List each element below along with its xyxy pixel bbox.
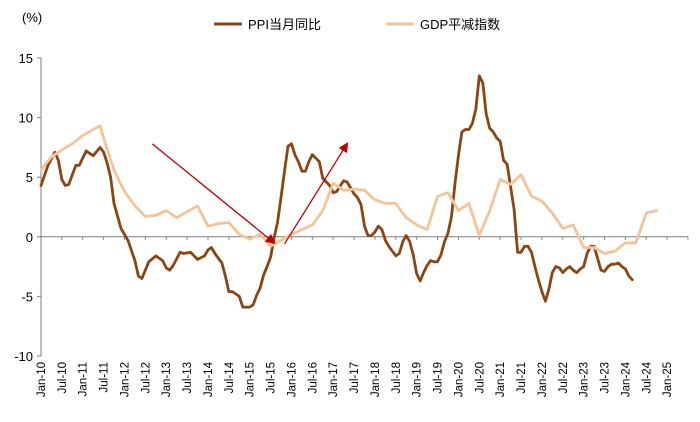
x-tick-label: Jan-15 [245,362,257,397]
x-tick-label: Jan-14 [203,361,215,397]
x-tick-label: Jul-11 [99,362,111,392]
legend-label-gdp: GDP平减指数 [420,17,500,32]
x-tick-label: Jan-16 [286,362,298,397]
x-tick-label: Jul-16 [307,362,319,393]
x-tick-label: Jul-20 [474,362,486,393]
legend: PPI当月同比 GDP平减指数 [214,17,500,32]
x-tick-label: Jul-17 [349,362,361,393]
x-tick-label: Jan-21 [495,362,507,397]
x-tick-label: Jul-24 [641,361,653,393]
x-tick-label: Jul-19 [433,362,445,393]
x-tick-label: Jan-11 [78,362,90,396]
x-tick-label: Jan-22 [537,362,549,397]
trend-arrow-down [151,143,276,245]
x-tick-label: Jul-23 [600,362,612,393]
x-tick-label: Jan-17 [328,362,340,397]
gdp-deflator-line [39,124,659,255]
x-tick-label: Jul-14 [224,361,236,393]
x-tick-label: Jul-18 [391,362,403,393]
y-tick-label: -10 [14,349,33,364]
x-tick-label: Jul-22 [558,362,570,393]
x-tick-label: Jul-10 [57,362,69,393]
x-tick-label: Jan-13 [161,362,173,397]
annotation-layer [151,142,349,245]
y-axis: -10 -5 0 5 10 15 [14,51,42,364]
y-tick-label: 5 [26,170,33,185]
y-tick-label: 10 [19,111,33,126]
x-tick-label: Jan-23 [579,362,591,397]
legend-label-ppi: PPI当月同比 [248,17,321,32]
y-tick-label: 0 [26,230,33,245]
series-layer [39,74,659,309]
x-tick-label: Jan-10 [36,362,48,397]
y-tick-label: -5 [21,289,33,304]
x-tick-label: Jan-24 [620,361,632,397]
x-tick-label: Jul-13 [182,362,194,393]
x-tick-label: Jul-12 [140,362,152,393]
x-tick-label: Jan-19 [412,362,424,397]
trend-arrow-up [283,142,349,245]
y-tick-label: 15 [19,51,33,66]
x-tick-label: Jan-12 [119,362,131,397]
y-unit-label: (%) [22,10,42,25]
x-tick-label: Jan-20 [453,362,465,397]
x-tick-label: Jan-18 [370,362,382,397]
ppi-yoy-line [39,74,634,309]
x-tick-label: Jan-25 [662,362,674,397]
x-tick-label: Jul-21 [516,362,528,393]
x-tick-label: Jul-15 [266,362,278,393]
x-axis: Jan-10 Jul-10 Jan-11 Jul-11 Jan-12 Jul-12 Jan-… [36,236,689,397]
